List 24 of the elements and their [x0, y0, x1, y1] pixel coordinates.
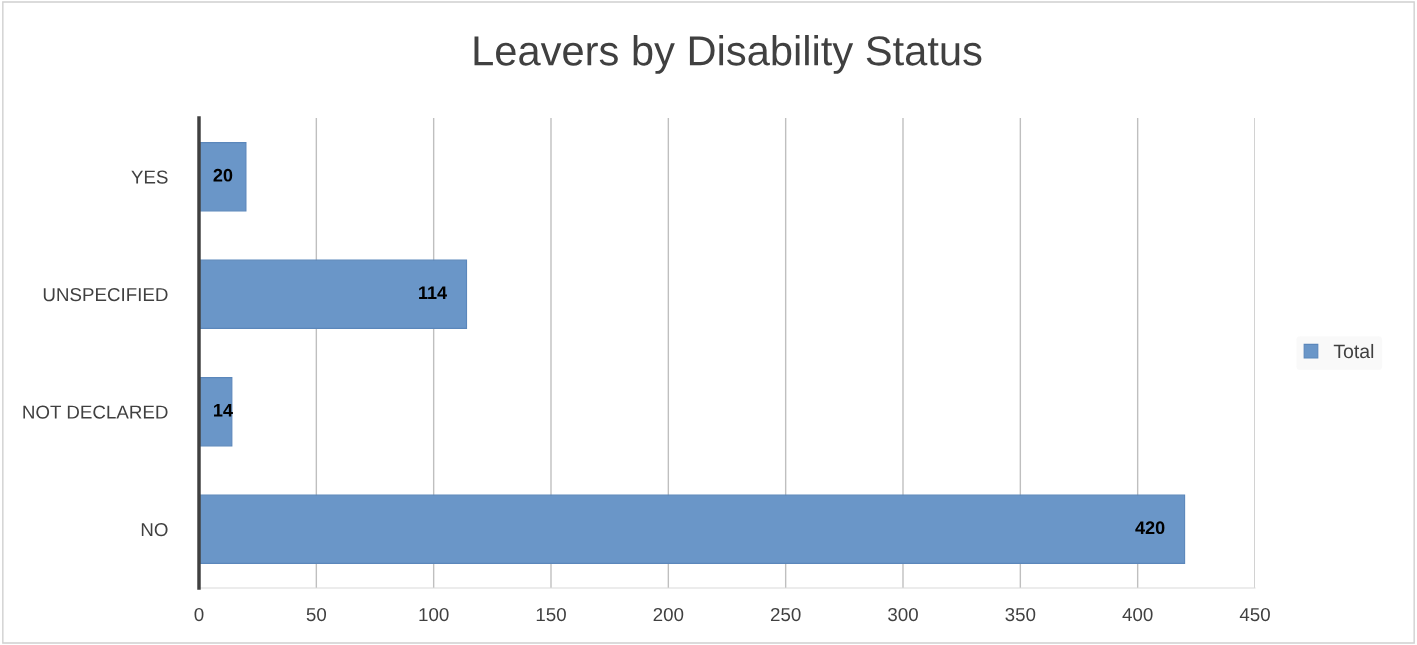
- y-tick-label: YES: [131, 170, 168, 184]
- data-label: 20: [213, 168, 233, 182]
- x-tick-label: 0: [194, 607, 204, 622]
- x-tick-label: 450: [1239, 607, 1270, 622]
- data-label: 14: [214, 404, 233, 417]
- bar: [199, 377, 233, 447]
- bar: [199, 142, 247, 212]
- x-tick-label: 300: [888, 607, 918, 622]
- x-tick-label: 400: [1122, 607, 1153, 622]
- legend-label: Total: [1333, 343, 1374, 359]
- bar: [199, 494, 1186, 564]
- x-tick-label: 100: [419, 607, 449, 622]
- x-tick-label: 250: [770, 607, 801, 622]
- x-tick-label: 50: [306, 607, 327, 622]
- bar: [199, 259, 468, 329]
- x-tick-label: 200: [653, 607, 684, 622]
- y-tick-label: NOT DECLARED: [23, 405, 168, 419]
- data-label: 114: [419, 286, 447, 299]
- x-tick-label: 150: [536, 607, 566, 622]
- data-label: 420: [1135, 521, 1165, 535]
- y-tick-label: UNSPECIFIED: [43, 287, 168, 302]
- y-tick-label: NO: [141, 522, 168, 537]
- x-tick-label: 350: [1005, 607, 1036, 622]
- chart-title: Leavers by Disability Status: [474, 35, 982, 74]
